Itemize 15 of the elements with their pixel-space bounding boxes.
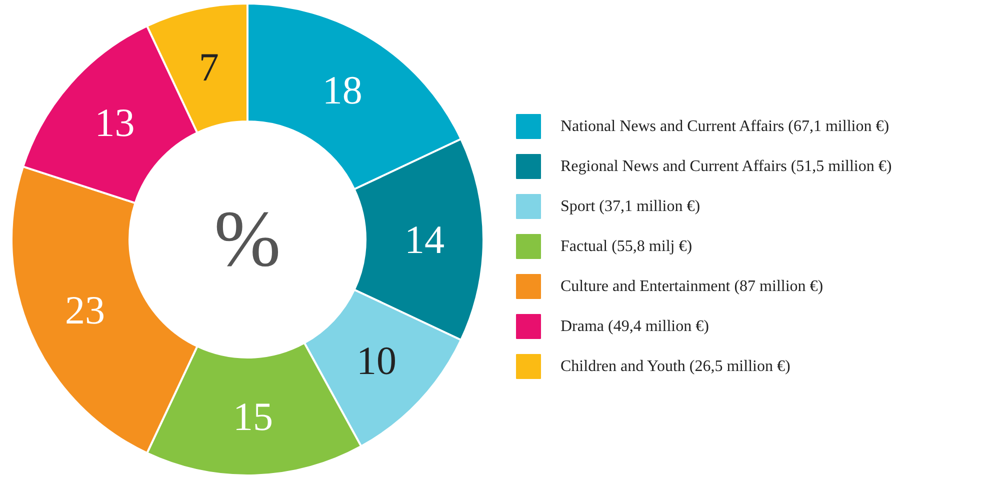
text: % — [214, 196, 281, 284]
data-label: 7 — [198, 44, 219, 90]
data-label: 13 — [94, 100, 135, 145]
data-label: 15 — [233, 394, 274, 439]
data-label: 10 — [356, 338, 397, 384]
legend-label: Culture and Entertainment (87 million €) — [560, 278, 824, 295]
legend-label: Drama (49,4 million €) — [560, 318, 709, 335]
legend-label: Regional News and Current Affairs (51,5 million €) — [560, 158, 892, 175]
legend-label: Factual (55,8 milj €) — [560, 238, 692, 255]
legend-label: Children and Youth (26,5 million €) — [560, 358, 790, 375]
legend-label: National News and Current Affairs (67,1 million €) — [560, 118, 890, 135]
data-label: 23 — [65, 287, 106, 332]
legend-label: Sport (37,1 million €) — [560, 198, 700, 215]
data-label: 14 — [404, 217, 444, 262]
data-label: 18 — [322, 68, 362, 113]
